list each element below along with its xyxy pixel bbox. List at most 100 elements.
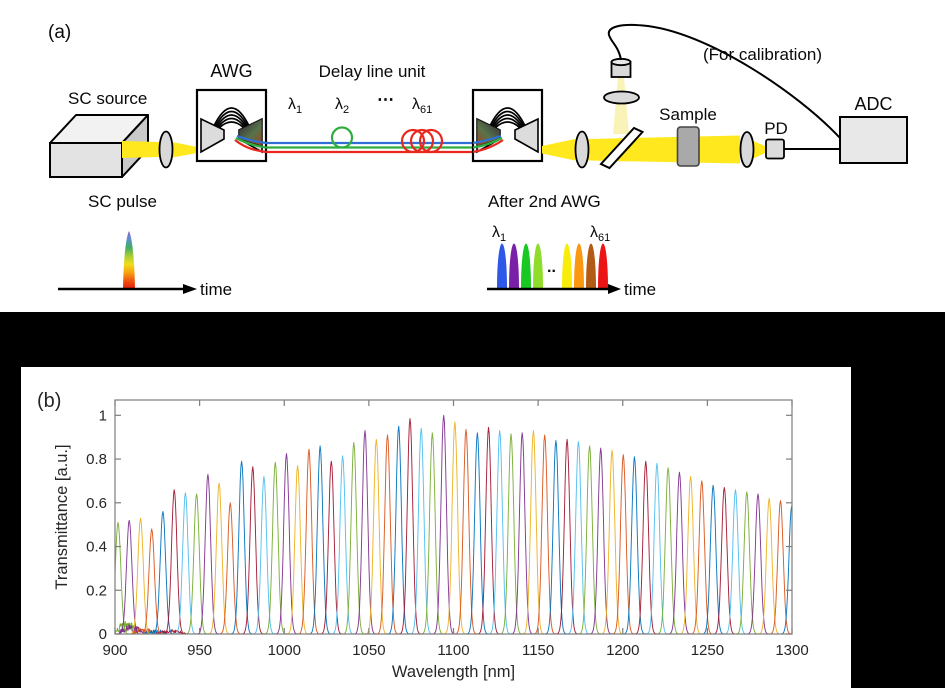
calibration-lens [603, 90, 640, 105]
adc-box [839, 116, 908, 164]
awg1-label: AWG [210, 61, 252, 81]
delay-loop-lambda2 [330, 126, 354, 149]
awg1 [195, 88, 268, 163]
channel-peak-43 [573, 445, 606, 634]
channel-peak-34 [472, 426, 505, 634]
channel-peak-51 [663, 471, 695, 634]
channel-peak-50 [651, 467, 684, 634]
channel-peak-36 [494, 433, 527, 634]
channel-peak-44 [584, 447, 617, 634]
awg2-fiber-in-green [472, 137, 503, 149]
after-pulse-4 [533, 243, 543, 289]
after-lambda1-label: λ1 [492, 224, 506, 244]
y-tick-label: 0 [99, 626, 107, 643]
channel-peak-29 [416, 432, 448, 634]
channel-peak-31 [438, 421, 471, 634]
channel-peak-20 [315, 460, 347, 634]
adc-label: ADC [854, 94, 892, 114]
channel-peak-21 [326, 455, 359, 634]
after-awg-pulse-train [497, 243, 608, 289]
channel-peak-35 [483, 430, 516, 634]
channel-peak-27 [393, 418, 426, 634]
channel-peak-53 [685, 480, 718, 634]
beam-lens-to-awg1 [172, 142, 197, 158]
sc-source-front-face [49, 142, 123, 178]
x-tick-label: 900 [102, 642, 127, 659]
beam-splitter [599, 126, 645, 170]
channel-peak-28 [404, 427, 437, 634]
panel-b-plot-area: 900 950 1000 1050 1100 1150 1200 1250 1300 0 0.2 0.… [21, 367, 851, 688]
channel-peak-60 [764, 500, 792, 634]
channel-peak-46 [607, 454, 639, 634]
channel-peak-26 [382, 425, 415, 634]
y-tick-label: 0.2 [86, 582, 107, 599]
transmittance-chart: 900 950 1000 1050 1100 1150 1200 1250 1300 0 0.2 0.… [37, 390, 809, 681]
y-axis-label: Transmittance [a.u.] [53, 444, 71, 589]
channel-peak-6 [158, 489, 191, 634]
channel-peak-12 [225, 460, 258, 634]
lambda2-label: λ2 [335, 96, 349, 116]
channel-peak-61 [775, 505, 792, 634]
x-tick-label: 950 [187, 642, 212, 659]
channel-peak-57 [730, 491, 763, 634]
y-tick-label: 0.6 [86, 495, 107, 512]
awg1-fiber-out-red [234, 139, 267, 154]
after-time-label: time [624, 280, 656, 299]
channel-peak-22 [337, 442, 370, 634]
channel-peak-39 [528, 434, 561, 634]
channel-peak-4 [135, 528, 168, 634]
delay-line-unit-label: Delay line unit [319, 62, 426, 81]
sample-label: Sample [659, 105, 717, 124]
channel-peak-59 [752, 497, 785, 634]
panel-a-schematic: (a) SC source [48, 22, 908, 299]
channel-peak-3 [124, 517, 157, 634]
channel-peak-19 [303, 445, 336, 634]
after-awg-label: After 2nd AWG [488, 192, 601, 211]
after-pulse-7 [586, 243, 596, 289]
awg2-fiber-in-blue [472, 134, 502, 145]
channel-peak-52 [674, 476, 707, 634]
delay-coil-lambda61 [400, 128, 444, 154]
awg1-fiber-out-green [235, 137, 267, 149]
awg1-input-coupler [200, 117, 225, 154]
sc-pulse-time-label: time [200, 280, 232, 299]
after-time-arrow [608, 284, 621, 294]
channel-peak-18 [292, 448, 326, 634]
x-tick-label: 1000 [268, 642, 301, 659]
after-pulse-3 [521, 243, 531, 289]
after-pulse-1 [497, 243, 507, 289]
channel-peak-37 [506, 432, 538, 634]
channel-peak-41 [550, 438, 583, 634]
awg2-output-coupler [514, 117, 539, 154]
lens-1 [158, 130, 174, 169]
beam-awg2-to-lens [542, 139, 575, 161]
channel-peak-45 [595, 449, 628, 634]
channel-peak-16 [270, 453, 303, 634]
lambda61-label: λ61 [412, 96, 432, 116]
chart-series [115, 414, 792, 634]
channel-peak-24 [360, 438, 392, 634]
channel-peak-55 [708, 487, 740, 634]
channel-peak-8 [180, 493, 213, 634]
lambda1-label: λ1 [288, 96, 302, 116]
after-pulse-2 [509, 243, 519, 289]
y-tick-label: 0.8 [86, 451, 107, 468]
x-axis-label: Wavelength [nm] [392, 663, 515, 681]
awg2 [471, 88, 544, 163]
channel-peak-48 [629, 460, 662, 634]
for-calibration-label: (For calibration) [703, 45, 822, 64]
x-tick-label: 1250 [691, 642, 724, 659]
channel-peak-54 [696, 484, 729, 634]
y-tick-label: 1 [99, 407, 107, 424]
channel-peak-47 [618, 456, 650, 634]
channel-peak-7 [169, 492, 202, 634]
channel-peak-5 [146, 511, 180, 634]
channel-peak-25 [371, 434, 404, 634]
sc-source-label: SC source [68, 89, 147, 108]
after-lambda61-label: λ61 [590, 224, 610, 244]
channel-peak-1 [115, 522, 135, 634]
lens-2 [574, 130, 590, 169]
y-tick-label: 0.4 [86, 539, 107, 556]
channel-peak-23 [348, 430, 381, 634]
